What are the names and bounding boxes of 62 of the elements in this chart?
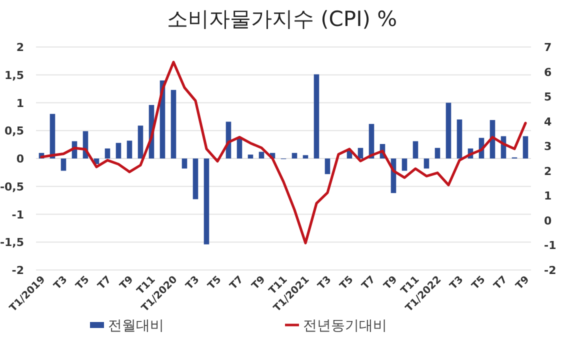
bar: [446, 102, 452, 158]
y-tick-label: 1: [16, 96, 24, 110]
y2-tick-label: 2: [544, 164, 552, 178]
x-tick-label: T3: [52, 274, 70, 292]
y2-tick-label: 7: [544, 41, 552, 54]
y-tick-label: 0: [16, 152, 24, 166]
bar: [412, 141, 418, 158]
y-tick-label: -0,5: [0, 180, 24, 194]
line-series: [40, 60, 527, 244]
y2-tick-label: -1: [544, 239, 556, 252]
x-tick-label: T9: [514, 274, 532, 292]
bar: [182, 158, 188, 169]
bar: [116, 142, 122, 158]
x-tick-label: T5: [470, 274, 488, 292]
chart-title: 소비자물가지수 (CPI) %: [166, 7, 398, 31]
bar: [192, 158, 198, 200]
bar: [358, 148, 364, 158]
bar: [434, 148, 440, 158]
y2-tick-label: -2: [544, 264, 556, 277]
x-tick-label: T9: [250, 274, 268, 292]
y-tick-label: 2: [16, 41, 24, 54]
bar: [522, 136, 528, 158]
x-tick-label: T7: [492, 274, 510, 292]
y2-tick-label: 0: [544, 214, 552, 228]
bar: [104, 148, 110, 158]
x-tick-label: T5: [338, 274, 356, 292]
x-tick-label: T7: [228, 274, 246, 292]
x-tick-label: T9: [382, 274, 400, 292]
bar: [204, 158, 210, 244]
y2-tick-label: 6: [544, 66, 552, 79]
x-tick-label: T3: [448, 274, 466, 292]
x-tick-label: T7: [96, 274, 114, 292]
x-tick-label: T3: [316, 274, 334, 292]
y-tick-label: 1,5: [4, 68, 24, 82]
y-tick-label: -1: [12, 208, 24, 222]
x-tick-label: T5: [206, 274, 224, 292]
bar: [138, 126, 144, 158]
y-tick-label: -2: [12, 264, 24, 277]
y2-tick-label: 5: [544, 90, 552, 104]
bar: [402, 158, 408, 171]
bar: [314, 74, 320, 158]
y2-tick-label: 4: [544, 115, 552, 128]
x-tick-label: T9: [118, 274, 136, 292]
bar: [258, 152, 264, 158]
x-tick-label: T3: [184, 274, 202, 292]
bar: [248, 154, 254, 158]
bar: [126, 140, 132, 158]
y2-tick-label: 1: [544, 190, 552, 203]
bar: [292, 152, 298, 158]
bar: [456, 119, 462, 158]
x-tick-label: T5: [74, 274, 92, 292]
y-tick-label: -1,5: [0, 236, 24, 250]
bar: [302, 155, 308, 158]
bar: [424, 158, 430, 169]
bar: [324, 158, 330, 174]
bar: [60, 158, 66, 171]
legend-label: 전년동기대비: [303, 318, 387, 334]
y2-tick-label: 3: [544, 140, 552, 154]
y-tick-label: 0,5: [4, 124, 24, 138]
bar: [170, 90, 176, 158]
x-tick-label: T7: [360, 274, 378, 292]
legend-label: 전월대비: [108, 318, 164, 334]
